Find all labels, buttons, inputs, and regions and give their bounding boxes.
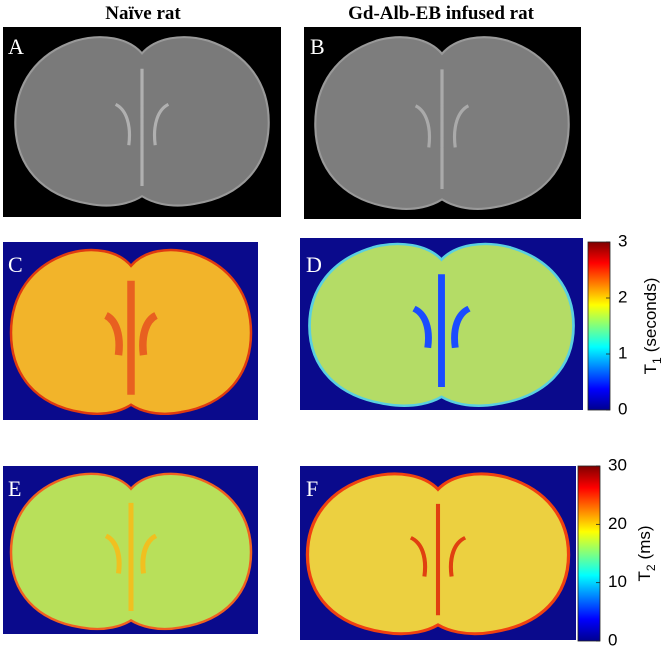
colorbar (577, 465, 601, 642)
panel-d: D (300, 238, 583, 410)
panel-a: A (3, 27, 281, 217)
panel-label: D (306, 252, 322, 277)
tick-label: 0 (618, 399, 627, 418)
axis-label-sub: 1 (650, 357, 664, 364)
column-title: Naïve rat (105, 3, 181, 24)
panel-c: C (3, 242, 258, 420)
axis-label-main: T (635, 571, 654, 581)
panel-label: A (8, 34, 24, 59)
tick-label: 1 (618, 343, 627, 362)
tick-label: 0 (608, 630, 617, 649)
column-title: Gd-Alb-EB infused rat (348, 3, 534, 24)
tick-label: 2 (618, 287, 627, 306)
axis-label-main: T (641, 364, 660, 374)
panel-label: F (306, 476, 318, 501)
panel-e: E (3, 466, 258, 634)
tick-label: 30 (608, 455, 627, 474)
axis-label: T2 (ms) (635, 525, 658, 581)
tick-label: 3 (618, 231, 627, 250)
panel-label: B (310, 34, 325, 59)
axis-label-unit: (ms) (635, 525, 654, 559)
colorbar (587, 241, 611, 411)
axis-label-unit: (seconds) (641, 278, 660, 353)
panel-b: B (304, 27, 581, 219)
panel-label: C (8, 252, 23, 277)
tick-label: 10 (608, 572, 627, 591)
axis-label: T1 (seconds) (641, 278, 664, 375)
tick-label: 20 (608, 514, 627, 533)
panel-label: E (8, 476, 21, 501)
axis-label-sub: 2 (644, 564, 658, 571)
panel-f: F (300, 466, 576, 640)
